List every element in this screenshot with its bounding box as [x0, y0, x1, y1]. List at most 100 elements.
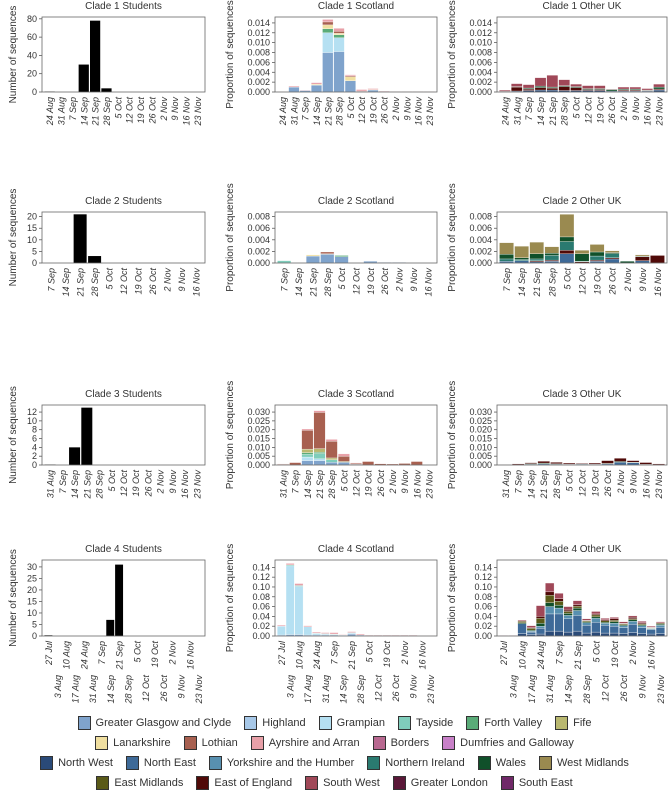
bar-segment	[277, 626, 286, 636]
x-tick-label: 28 Sep	[123, 675, 133, 705]
x-tick-label: 28 Sep	[335, 97, 345, 127]
x-tick-label: 9 Nov	[409, 675, 419, 699]
bar-segment	[600, 632, 610, 637]
legend-item: Highland	[244, 716, 306, 730]
bar-segment	[554, 613, 564, 632]
x-tick-label: 19 Oct	[610, 641, 620, 668]
bar-segment	[635, 254, 650, 257]
x-tick-label: 19 Oct	[590, 470, 600, 497]
bar-segment	[589, 255, 605, 261]
x-tick-label: 16 Nov	[653, 268, 663, 297]
y-tick-label: 0.030	[247, 407, 270, 417]
bar-segment	[609, 618, 619, 621]
bar-segment	[572, 600, 582, 605]
bar-segment	[529, 241, 544, 254]
x-tick-label: 14 Sep	[294, 268, 304, 297]
bar-segment	[313, 448, 326, 453]
x-tick-label: 21 Sep	[323, 97, 333, 127]
legend-swatch	[96, 776, 110, 790]
bar-segment	[285, 565, 295, 635]
bar-segment	[313, 412, 326, 449]
panel-title: Clade 2 Other UK	[543, 196, 622, 207]
bar-segment	[320, 251, 335, 254]
x-tick-label: 24 Aug	[536, 641, 546, 670]
plot-frame	[496, 404, 668, 466]
x-tick-label: 28 Sep	[90, 268, 100, 298]
bar-segment	[545, 591, 555, 596]
y-tick-label: 0.10	[252, 582, 270, 592]
y-tick-label: 0	[32, 631, 37, 641]
bar-segment	[544, 246, 560, 254]
x-tick-label: 5 Oct	[572, 97, 582, 119]
y-axis-label: Proportion of sequences	[225, 183, 236, 291]
bar-segment	[646, 629, 656, 635]
x-tick-label: 2 Nov	[156, 470, 166, 495]
bar-segment	[301, 448, 314, 453]
bar-segment	[637, 625, 647, 628]
bar-segment	[313, 410, 326, 413]
x-tick-label: 24 Aug	[79, 641, 89, 670]
y-tick-label: 0.004	[247, 67, 270, 77]
x-tick-label: 21 Sep	[91, 97, 101, 127]
x-tick-label: 14 Sep	[106, 675, 116, 704]
bar-segment	[628, 619, 638, 622]
y-tick-label: 0.025	[247, 416, 270, 426]
bar-segment	[545, 606, 555, 615]
plot-frame	[496, 16, 668, 93]
y-tick-label: 0.04	[474, 611, 492, 621]
x-tick-label: 28 Sep	[582, 675, 592, 705]
bar-segment	[337, 453, 350, 457]
legend-item: Lothian	[183, 736, 238, 750]
y-tick-label: 0.004	[469, 67, 492, 77]
bar-segment	[534, 85, 547, 88]
legend-label: Forth Valley	[484, 717, 543, 729]
bar-segment	[589, 259, 605, 262]
x-tick-label: 31 Aug	[88, 675, 98, 703]
bar-segment	[639, 462, 652, 465]
y-tick-label: 0.020	[469, 425, 492, 435]
x-tick-label: 7 Sep	[301, 97, 311, 121]
bar-segment	[594, 85, 606, 89]
bar-segment	[344, 74, 356, 76]
bar-segment	[609, 626, 619, 634]
bar-segment	[536, 616, 545, 619]
x-tick-label: 16 Nov	[414, 97, 424, 126]
x-tick-label: 31 Aug	[321, 675, 331, 703]
bar-segment	[277, 625, 286, 627]
x-tick-label: 21 Sep	[115, 641, 125, 671]
x-tick-label: 23 Nov	[654, 470, 664, 500]
x-tick-label: 23 Nov	[192, 470, 202, 500]
legend-item: East of England	[196, 776, 292, 790]
x-tick-label: 31 Aug	[279, 470, 289, 498]
x-tick-label: 12 Oct	[373, 675, 383, 702]
legend-label: East of England	[214, 777, 293, 789]
x-tick-label: 21 Sep	[532, 268, 542, 298]
panel-title: Clade 3 Scotland	[318, 389, 394, 400]
plot-frame	[274, 559, 438, 637]
x-tick-label: 5 Oct	[337, 268, 347, 290]
y-tick-label: 0.006	[469, 57, 492, 67]
x-tick-label: 31 Aug	[46, 470, 56, 498]
bar-segment	[311, 84, 322, 93]
bar-segment	[604, 252, 620, 254]
bar-segment	[325, 441, 338, 459]
x-tick-label: 16 Nov	[181, 97, 191, 126]
y-tick-label: 0.008	[247, 48, 270, 58]
legend-item: Forth Valley	[466, 716, 542, 730]
bar-segment	[312, 633, 321, 636]
bar-segment	[321, 632, 330, 634]
x-tick-label: 24 Aug	[278, 97, 288, 126]
bar-segment	[301, 452, 314, 455]
x-tick-label: 7 Sep	[68, 97, 78, 121]
bar-segment	[600, 625, 610, 634]
bar-segment	[600, 620, 610, 623]
bar-segment	[554, 601, 564, 606]
x-tick-label: 14 Sep	[70, 470, 80, 499]
legend-item: Wales	[477, 756, 526, 770]
bar-segment	[526, 628, 536, 631]
bar-segment	[582, 618, 592, 621]
y-tick-label: 15	[27, 223, 37, 233]
bar-segment	[604, 253, 620, 258]
x-tick-label: 2 Nov	[391, 97, 401, 122]
legend-row: East Midlands East of England South West Gr…	[0, 773, 669, 793]
